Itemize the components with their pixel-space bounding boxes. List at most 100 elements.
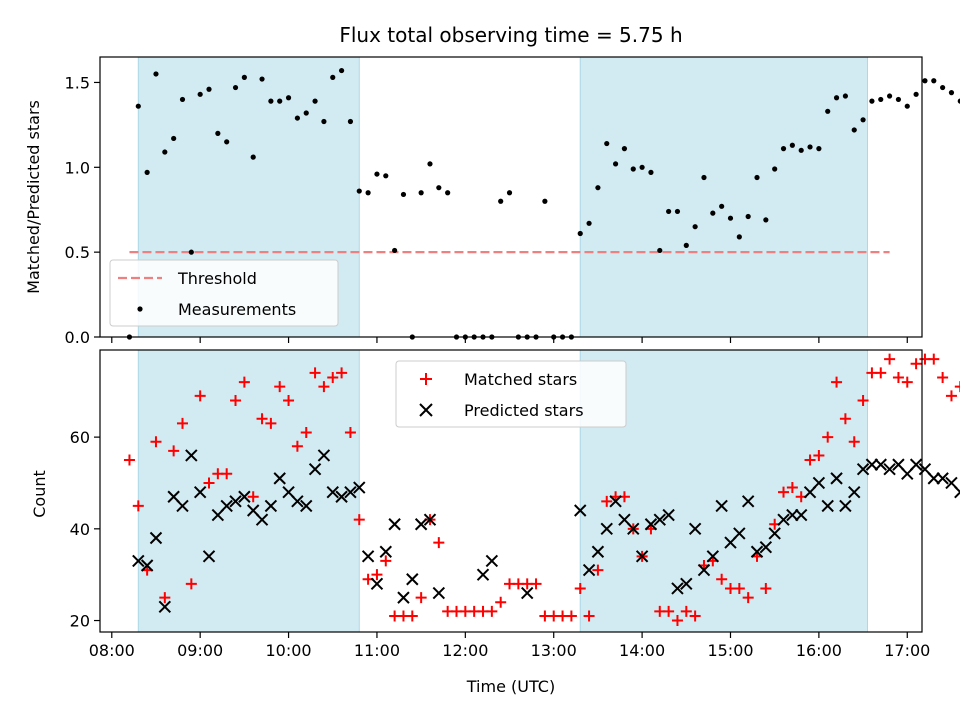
observing-window-shade xyxy=(579,349,868,633)
matched-star-marker xyxy=(150,436,162,448)
predicted-star-marker xyxy=(344,485,357,499)
predicted-star-marker xyxy=(794,508,808,522)
measurement-point xyxy=(789,142,795,148)
predicted-star-marker xyxy=(353,481,366,494)
matched-star-marker xyxy=(291,440,303,452)
matched-star-marker xyxy=(875,367,887,379)
top-panel: 0.0 0.5 1.0 1.5 Threshold Measurements xyxy=(65,56,960,347)
matched-star-marker xyxy=(309,367,321,379)
plot-frame xyxy=(99,56,923,338)
predicted-star-marker xyxy=(821,499,834,513)
predicted-star-marker xyxy=(759,540,773,554)
measurement-point xyxy=(374,171,380,177)
legend-label: Measurements xyxy=(178,300,296,319)
matched-star-marker xyxy=(300,427,312,439)
predicted-star-marker xyxy=(423,513,437,526)
predicted-star-marker xyxy=(158,600,172,613)
predicted-star-marker xyxy=(609,495,622,508)
legend-label: Threshold xyxy=(177,269,257,288)
predicted-star-marker xyxy=(335,490,348,503)
measurement-point xyxy=(303,110,309,116)
predicted-star-marker xyxy=(229,495,242,508)
matched-star-marker xyxy=(671,615,683,627)
matched-star-marker xyxy=(910,358,922,370)
predicted-star-marker xyxy=(741,495,755,508)
matched-star-marker xyxy=(778,486,790,498)
plot-frame xyxy=(99,349,923,633)
predicted-star-marker xyxy=(202,550,216,563)
legend-box xyxy=(109,259,339,327)
predicted-star-marker xyxy=(680,577,693,591)
matched-star-marker xyxy=(221,468,233,480)
measurement-point xyxy=(383,173,389,179)
matched-star-marker xyxy=(601,495,613,507)
matched-star-marker xyxy=(565,610,577,622)
measurement-point xyxy=(285,95,292,101)
legend: Threshold Measurements xyxy=(109,259,339,327)
predicted-star-marker xyxy=(627,522,640,536)
x-tick-label: 16:00 xyxy=(796,641,842,660)
predicted-star-marker xyxy=(688,522,702,536)
measurement-point xyxy=(153,71,159,77)
measurement-point xyxy=(612,161,619,167)
matched-star-marker xyxy=(238,376,250,388)
measurement-point xyxy=(674,208,681,215)
predicted-star-marker xyxy=(733,527,746,540)
measurement-point xyxy=(259,76,265,82)
y-tick-label: 60 xyxy=(70,428,90,447)
legend-predicted-swatch xyxy=(419,403,433,417)
measurement-point xyxy=(338,67,345,74)
predicted-star-marker xyxy=(777,513,790,526)
predicted-star-marker xyxy=(635,550,649,563)
measurement-point xyxy=(436,185,442,191)
measurement-point xyxy=(851,127,857,133)
predicted-star-marker xyxy=(653,513,666,526)
measurement-point xyxy=(736,234,742,240)
matched-star-marker xyxy=(132,500,144,512)
measurement-point xyxy=(931,78,937,84)
measurement-point xyxy=(763,217,769,223)
measurement-point xyxy=(215,130,221,136)
predicted-star-marker xyxy=(591,545,605,558)
predicted-star-marker xyxy=(185,449,198,462)
measurement-point xyxy=(745,213,751,220)
legend-box xyxy=(395,360,627,428)
legend-label: Matched stars xyxy=(464,370,577,389)
predicted-star-marker xyxy=(768,527,781,540)
measurement-point xyxy=(179,96,186,103)
predicted-star-marker xyxy=(954,485,960,499)
measurement-point xyxy=(356,188,362,194)
measurement-point xyxy=(595,185,601,191)
predicted-star-marker xyxy=(830,472,843,485)
matched-star-marker xyxy=(804,454,816,466)
measurement-point xyxy=(144,169,150,175)
predicted-star-marker xyxy=(176,499,189,513)
predicted-star-marker xyxy=(856,463,870,476)
matched-star-marker xyxy=(742,592,754,604)
measurement-point xyxy=(701,174,707,181)
predicted-star-marker xyxy=(140,559,154,572)
measurement-point xyxy=(833,95,840,101)
matched-star-marker xyxy=(822,431,834,443)
predicted-star-marker xyxy=(574,504,587,517)
matched-star-marker xyxy=(901,376,913,388)
measurement-point xyxy=(621,146,628,152)
matched-star-marker xyxy=(945,390,957,402)
x-axis-label: Time (UTC) xyxy=(466,677,555,696)
matched-star-marker xyxy=(185,578,197,590)
matched-star-marker xyxy=(857,394,869,406)
measurement-point xyxy=(312,98,318,104)
matched-star-marker xyxy=(937,372,949,384)
measurement-point xyxy=(268,98,274,104)
legend-matched-swatch xyxy=(420,373,432,385)
x-tick-label: 15:00 xyxy=(707,641,753,660)
measurement-point xyxy=(683,242,689,248)
predicted-star-marker xyxy=(582,563,596,577)
measurement-point xyxy=(277,98,283,104)
measurement-point xyxy=(542,198,548,204)
predicted-star-marker xyxy=(874,458,887,471)
measurement-point xyxy=(922,78,928,84)
predicted-star-marker xyxy=(812,476,826,490)
x-tick-label: 17:00 xyxy=(884,641,930,660)
predicted-star-marker xyxy=(317,449,331,462)
